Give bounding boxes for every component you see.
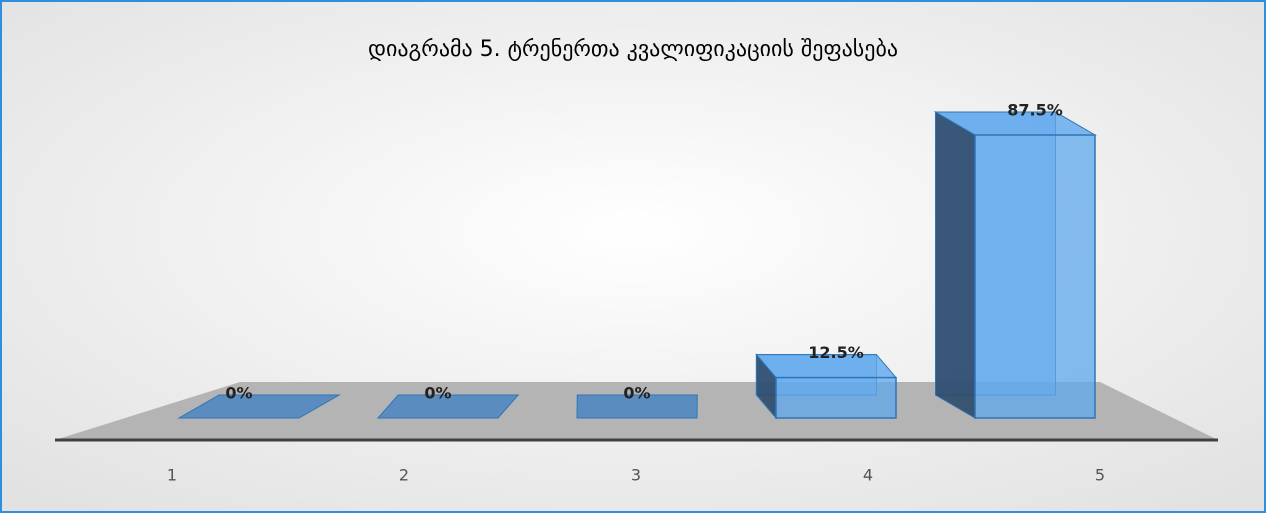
x-tick-label: 2 xyxy=(399,466,409,485)
value-label: 0% xyxy=(424,384,451,403)
x-tick-label: 4 xyxy=(863,466,873,485)
bar-side xyxy=(935,111,976,419)
value-label: 12.5% xyxy=(808,343,864,362)
value-label: 87.5% xyxy=(1007,101,1063,120)
bar xyxy=(933,111,1097,419)
bar xyxy=(755,353,898,420)
bar xyxy=(177,394,341,419)
x-tick-label: 1 xyxy=(167,466,177,485)
x-tick-label: 5 xyxy=(1095,466,1105,485)
bar-front xyxy=(775,376,897,419)
value-label: 0% xyxy=(623,384,650,403)
bar-face xyxy=(177,394,341,419)
bar xyxy=(576,394,698,419)
value-label: 0% xyxy=(225,384,252,403)
x-tick-label: 3 xyxy=(631,466,641,485)
bar-front xyxy=(974,134,1096,419)
bar-face xyxy=(576,394,698,419)
bar xyxy=(376,394,520,419)
bar-face xyxy=(376,394,520,419)
chart-title: დიაგრამა 5. ტრენერთა კვალიფიკაციის შეფას… xyxy=(368,37,898,62)
